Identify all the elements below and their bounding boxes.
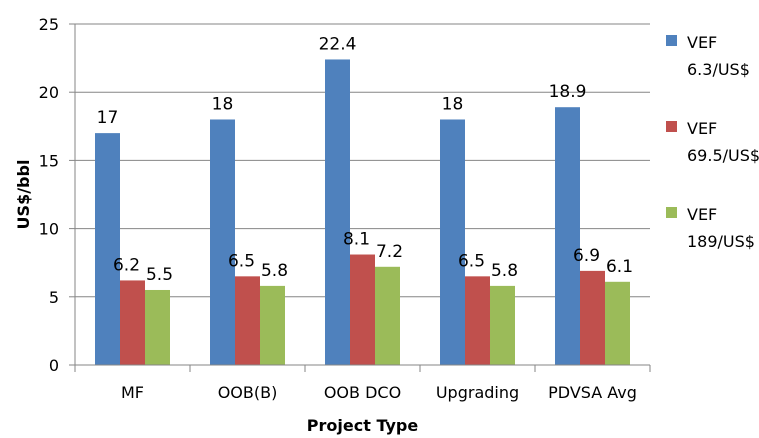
y-axis-title: US$/bbl — [14, 160, 33, 230]
data-label: 6.5 — [458, 251, 485, 271]
bar — [260, 285, 285, 365]
x-tick-label: PDVSA Avg — [548, 383, 637, 402]
data-label: 5.8 — [261, 261, 288, 281]
bars — [95, 59, 630, 366]
data-label: 6.5 — [228, 251, 255, 271]
bar — [440, 119, 465, 365]
y-tick-label: 25 — [39, 15, 59, 34]
gridlines — [75, 23, 650, 298]
bar — [465, 276, 490, 365]
legend-item: VEF 69.5/US$ — [666, 119, 759, 165]
data-label: 6.2 — [113, 255, 140, 275]
x-axis-title: Project Type — [307, 416, 419, 435]
legend-item: VEF 189/US$ — [666, 205, 755, 251]
bar — [120, 280, 145, 365]
legend: VEF 6.3/US$ VEF 69.5/US$ VEF 189/US$ — [666, 33, 759, 251]
bar — [375, 266, 400, 365]
axes: 0 5 10 15 20 25 MF OOB(B) OOB DCO Upgrading PDVSA … — [39, 15, 651, 402]
legend-label: 69.5/US$ — [687, 146, 759, 165]
data-label: 18 — [212, 94, 234, 114]
data-label: 5.5 — [146, 265, 173, 285]
data-label: 17 — [97, 108, 119, 128]
legend-swatch — [666, 121, 677, 132]
data-label: 6.1 — [606, 257, 633, 277]
bar — [95, 133, 120, 365]
x-tick-label: MF — [121, 383, 144, 402]
x-tick-label: Upgrading — [436, 383, 519, 402]
legend-label: VEF — [687, 205, 717, 224]
legend-label: VEF — [687, 33, 717, 52]
data-label: 8.1 — [343, 230, 370, 250]
y-tick-label: 5 — [49, 288, 59, 307]
legend-swatch — [666, 35, 677, 46]
bar — [145, 289, 170, 365]
x-tick-label: OOB DCO — [324, 383, 401, 402]
legend-label: 6.3/US$ — [687, 60, 750, 79]
bar — [325, 59, 350, 366]
bar — [350, 254, 375, 365]
y-tick-label: 0 — [49, 356, 59, 375]
data-label: 18 — [442, 94, 464, 114]
bar — [235, 276, 260, 365]
x-tick-label: OOB(B) — [218, 383, 278, 402]
data-labels: 17 6.2 5.5 18 6.5 5.8 22.4 8.1 7.2 18 6.5 5.8 18.9 6.… — [97, 34, 633, 285]
bar — [555, 107, 580, 365]
data-label: 22.4 — [319, 34, 357, 54]
legend-item: VEF 6.3/US$ — [666, 33, 750, 79]
data-label: 6.9 — [573, 246, 600, 266]
legend-label: VEF — [687, 119, 717, 138]
data-label: 18.9 — [549, 82, 587, 102]
legend-label: 189/US$ — [687, 232, 755, 251]
data-label: 7.2 — [376, 242, 403, 262]
y-tick-label: 20 — [39, 83, 59, 102]
bar — [210, 119, 235, 365]
legend-swatch — [666, 207, 677, 218]
bar — [605, 281, 630, 365]
data-label: 5.8 — [491, 261, 518, 281]
bar — [490, 285, 515, 365]
y-tick-label: 15 — [39, 151, 59, 170]
bar — [580, 270, 605, 365]
y-tick-label: 10 — [39, 220, 59, 239]
